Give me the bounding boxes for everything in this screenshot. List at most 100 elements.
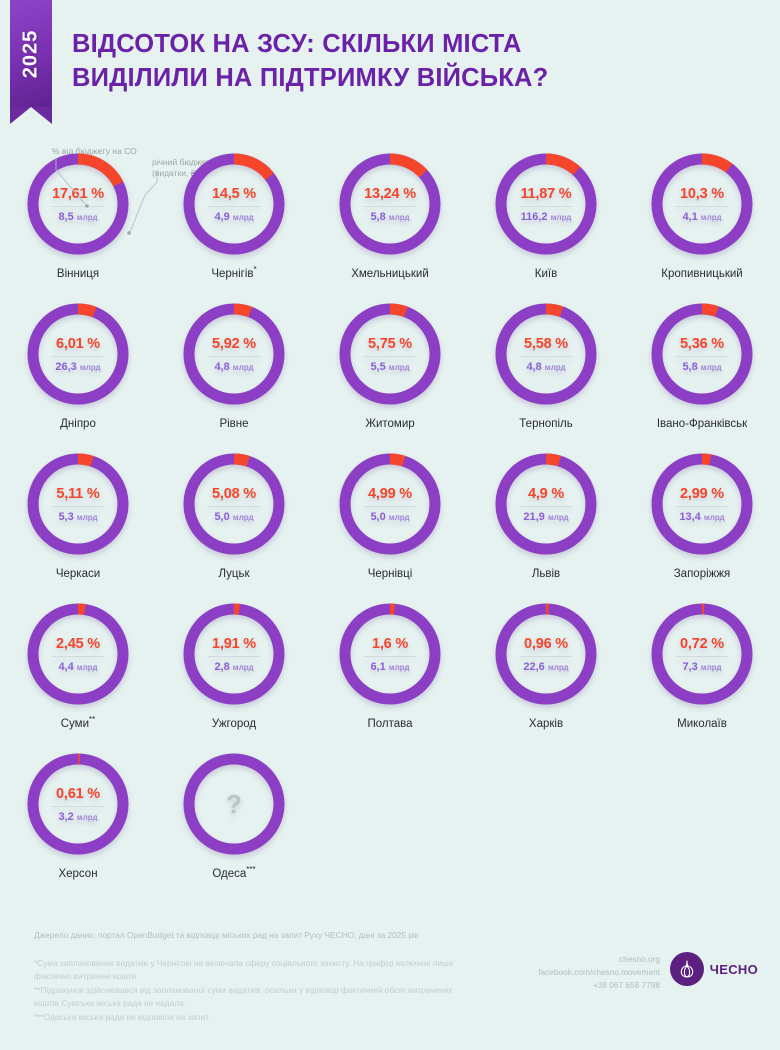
value-divider bbox=[520, 505, 572, 507]
city-label: Миколаїв bbox=[677, 715, 727, 730]
budget-unit: млрд bbox=[550, 212, 572, 222]
city-name: Львів bbox=[531, 567, 561, 580]
budget-unit: млрд bbox=[76, 812, 98, 822]
city-name: Одеса bbox=[212, 867, 247, 880]
city-name: Херсон bbox=[58, 867, 98, 880]
city-name: Луцьк bbox=[218, 567, 250, 580]
budget-unit: млрд bbox=[388, 662, 410, 672]
value-divider bbox=[364, 505, 416, 507]
percent-value: 1,91 % bbox=[212, 635, 256, 652]
donut-chart: ? bbox=[182, 752, 286, 856]
city-cell: 5,11 % 5,3 млрд Черкаси bbox=[0, 452, 156, 593]
footnote-1: *Сума запланованих видатків у Чернігові … bbox=[34, 958, 454, 982]
city-cell: 0,61 % 3,2 млрд Херсон bbox=[0, 752, 156, 893]
donut-chart: 5,58 % 4,8 млрд bbox=[494, 302, 598, 406]
city-label: Хмельницький bbox=[351, 265, 429, 280]
city-cell: 4,9 % 21,9 млрд Львів bbox=[468, 452, 624, 593]
city-name: Житомир bbox=[365, 417, 415, 430]
budget-number: 5,8 bbox=[370, 210, 386, 223]
donut-chart: 2,45 % 4,4 млрд bbox=[26, 602, 130, 706]
value-divider bbox=[52, 655, 104, 657]
budget-unit: млрд bbox=[700, 212, 722, 222]
donut-center: 5,75 % 5,5 млрд bbox=[338, 302, 442, 406]
budget-number: 4,9 bbox=[214, 210, 230, 223]
city-name: Кропивницький bbox=[661, 267, 743, 280]
donut-center: 6,01 % 26,3 млрд bbox=[26, 302, 130, 406]
city-label: Чернігів* bbox=[211, 265, 256, 280]
garlic-icon bbox=[669, 952, 704, 986]
percent-value: 5,92 % bbox=[212, 335, 256, 352]
city-cell: 2,99 % 13,4 млрд Запоріжжя bbox=[624, 452, 780, 593]
donut-center: 0,61 % 3,2 млрд bbox=[26, 752, 130, 856]
donut-chart: 0,61 % 3,2 млрд bbox=[26, 752, 130, 856]
donut-chart: 17,61 % 8,5 млрд bbox=[26, 152, 130, 256]
budget-unit: млрд bbox=[547, 662, 569, 672]
percent-value: 14,5 % bbox=[212, 185, 256, 202]
budget-number: 5,8 bbox=[682, 360, 698, 373]
value-divider bbox=[364, 355, 416, 357]
donut-chart: 4,99 % 5,0 млрд bbox=[338, 452, 442, 556]
city-name: Чернівці bbox=[367, 567, 413, 580]
city-label: Ужгород bbox=[212, 715, 256, 730]
donut-chart: 1,91 % 2,8 млрд bbox=[182, 602, 286, 706]
city-name: Дніпро bbox=[60, 417, 96, 430]
donut-center: 2,99 % 13,4 млрд bbox=[650, 452, 754, 556]
city-label: Житомир bbox=[365, 415, 414, 430]
budget-value: 8,5 млрд bbox=[58, 211, 97, 223]
city-name: Суми bbox=[60, 717, 90, 730]
budget-value: 5,8 млрд bbox=[370, 211, 409, 223]
budget-number: 22,6 bbox=[523, 660, 545, 673]
budget-number: 21,9 bbox=[523, 510, 545, 523]
city-cell: 5,58 % 4,8 млрд Тернопіль bbox=[468, 302, 624, 443]
donut-center: 1,91 % 2,8 млрд bbox=[182, 602, 286, 706]
budget-unit: млрд bbox=[700, 662, 722, 672]
value-divider bbox=[52, 805, 104, 807]
donut-center: ? bbox=[182, 752, 286, 856]
percent-value: 5,75 % bbox=[368, 335, 412, 352]
budget-unit: млрд bbox=[388, 512, 410, 522]
budget-value: 5,0 млрд bbox=[214, 511, 253, 523]
percent-value: 5,36 % bbox=[680, 335, 724, 352]
percent-value: 17,61 % bbox=[52, 185, 104, 202]
unknown-value-icon: ? bbox=[226, 789, 242, 819]
budget-value: 5,3 млрд bbox=[58, 511, 97, 523]
budget-number: 116,2 bbox=[520, 210, 548, 223]
donut-center: 14,5 % 4,9 млрд bbox=[182, 152, 286, 256]
budget-value: 2,8 млрд bbox=[214, 661, 253, 673]
donut-chart: 5,92 % 4,8 млрд bbox=[182, 302, 286, 406]
percent-value: 11,87 % bbox=[520, 185, 572, 202]
budget-unit: млрд bbox=[547, 512, 569, 522]
budget-value: 5,0 млрд bbox=[370, 511, 409, 523]
percent-value: 4,9 % bbox=[527, 485, 565, 502]
budget-number: 13,4 bbox=[679, 510, 701, 523]
data-source-text: Джерело даних: портал OpenBudget та відп… bbox=[34, 930, 419, 940]
donut-center: 11,87 % 116,2 млрд bbox=[494, 152, 598, 256]
city-label: Чернівці bbox=[368, 565, 413, 580]
website-link[interactable]: chesno.org bbox=[618, 954, 660, 964]
city-label: Одеса*** bbox=[212, 865, 255, 880]
city-cell: 1,91 % 2,8 млрд Ужгород bbox=[156, 602, 312, 743]
footnotes: *Сума запланованих видатків у Чернігові … bbox=[34, 957, 464, 1024]
donut-center: 13,24 % 5,8 млрд bbox=[338, 152, 442, 256]
city-name: Хмельницький bbox=[351, 267, 429, 280]
city-name: Черкаси bbox=[55, 567, 101, 580]
city-name: Ужгород bbox=[211, 717, 257, 730]
budget-number: 5,0 bbox=[370, 510, 386, 523]
city-cell: 1,6 % 6,1 млрд Полтава bbox=[312, 602, 468, 743]
donut-chart: 14,5 % 4,9 млрд bbox=[182, 152, 286, 256]
facebook-link[interactable]: facebook.com/chesno.movement bbox=[538, 966, 660, 977]
city-label: Луцьк bbox=[218, 565, 249, 580]
donut-chart: 0,96 % 22,6 млрд bbox=[494, 602, 598, 706]
donut-chart: 5,36 % 5,8 млрд bbox=[650, 302, 754, 406]
donut-center: 5,36 % 5,8 млрд bbox=[650, 302, 754, 406]
percent-value: 4,99 % bbox=[368, 485, 412, 502]
percent-value: 2,99 % bbox=[680, 485, 724, 502]
page-title-line1: ВІДСОТОК НА ЗСУ: СКІЛЬКИ МІСТА bbox=[72, 30, 522, 58]
value-divider bbox=[52, 355, 104, 357]
page-header: ВІДСОТОК НА ЗСУ: СКІЛЬКИ МІСТА ВИДІЛИЛИ … bbox=[72, 28, 712, 95]
city-label: Тернопіль bbox=[519, 415, 572, 430]
value-divider bbox=[520, 205, 572, 207]
footnote-3: ***Одеська міська рада не відповіла на з… bbox=[34, 1011, 211, 1022]
donut-chart: 1,6 % 6,1 млрд bbox=[338, 602, 442, 706]
city-cell: 4,99 % 5,0 млрд Чернівці bbox=[312, 452, 468, 593]
